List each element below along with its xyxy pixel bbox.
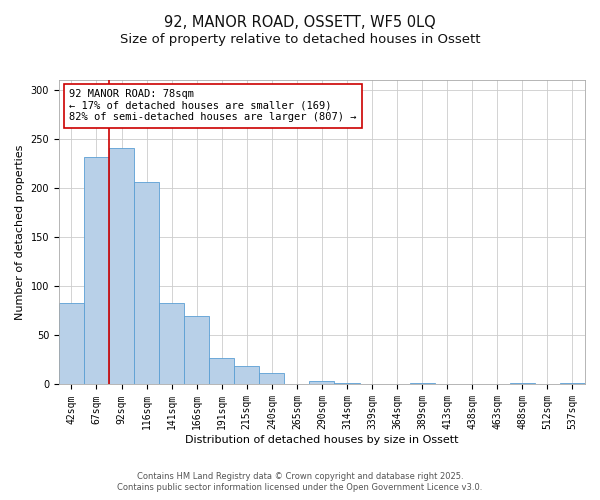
Bar bbox=[134, 182, 159, 384]
Text: 92 MANOR ROAD: 78sqm
← 17% of detached houses are smaller (169)
82% of semi-deta: 92 MANOR ROAD: 78sqm ← 17% of detached h… bbox=[70, 89, 357, 122]
Bar bbox=[560, 382, 585, 384]
Bar bbox=[159, 303, 184, 384]
Text: Contains HM Land Registry data © Crown copyright and database right 2025.: Contains HM Land Registry data © Crown c… bbox=[137, 472, 463, 481]
Bar bbox=[59, 303, 84, 384]
X-axis label: Distribution of detached houses by size in Ossett: Distribution of detached houses by size … bbox=[185, 435, 459, 445]
Bar bbox=[209, 358, 234, 384]
Text: Size of property relative to detached houses in Ossett: Size of property relative to detached ho… bbox=[120, 32, 480, 46]
Y-axis label: Number of detached properties: Number of detached properties bbox=[15, 144, 25, 320]
Bar bbox=[259, 372, 284, 384]
Bar bbox=[410, 382, 434, 384]
Bar bbox=[234, 366, 259, 384]
Bar bbox=[184, 316, 209, 384]
Bar bbox=[109, 148, 134, 384]
Bar bbox=[310, 380, 334, 384]
Text: 92, MANOR ROAD, OSSETT, WF5 0LQ: 92, MANOR ROAD, OSSETT, WF5 0LQ bbox=[164, 15, 436, 30]
Text: Contains public sector information licensed under the Open Government Licence v3: Contains public sector information licen… bbox=[118, 484, 482, 492]
Bar bbox=[84, 156, 109, 384]
